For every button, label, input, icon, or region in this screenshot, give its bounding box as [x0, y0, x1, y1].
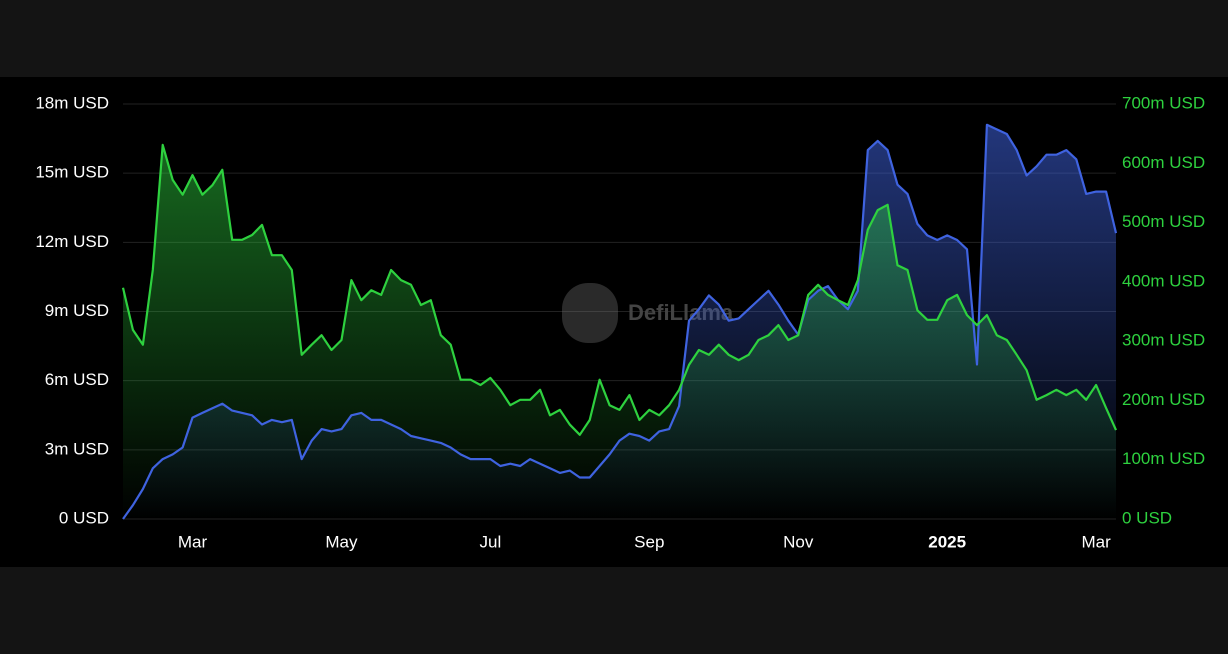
y-tick-label: 9m USD — [45, 301, 109, 320]
area — [123, 144, 1116, 519]
y-tick-label: 18m USD — [35, 93, 109, 112]
y-tick-label: 12m USD — [35, 232, 109, 251]
y2-tick-label: 500m USD — [1122, 212, 1205, 231]
y2-tick-label: 200m USD — [1122, 390, 1205, 409]
y-tick-label: 3m USD — [45, 439, 109, 458]
logo — [562, 283, 618, 343]
x-tick-label: Sep — [634, 532, 664, 551]
y2-tick-label: 400m USD — [1122, 271, 1205, 290]
line — [121, 143, 1118, 436]
y2-tick-label: 600m USD — [1122, 153, 1205, 172]
x-tick-label: Mar — [1081, 532, 1111, 551]
x-tick-label: May — [325, 532, 358, 551]
y2-tick-label: 100m USD — [1122, 449, 1205, 468]
line — [122, 123, 1118, 520]
y-tick-label: 15m USD — [35, 163, 109, 182]
x-tick-label: 2025 — [928, 532, 966, 551]
y2-tick-label: 700m USD — [1122, 93, 1205, 112]
y2-tick-label: 300m USD — [1122, 331, 1205, 350]
plot — [121, 123, 1118, 520]
y-tick-label: 6m USD — [45, 370, 109, 389]
watermark-logo — [562, 283, 618, 343]
y2-tick-label: 0 USD — [1122, 508, 1172, 527]
x-tick-label: Jul — [480, 532, 502, 551]
x-tick-label: Nov — [783, 532, 814, 551]
y-tick-label: 0 USD — [59, 508, 109, 527]
x-tick-label: Mar — [178, 532, 208, 551]
